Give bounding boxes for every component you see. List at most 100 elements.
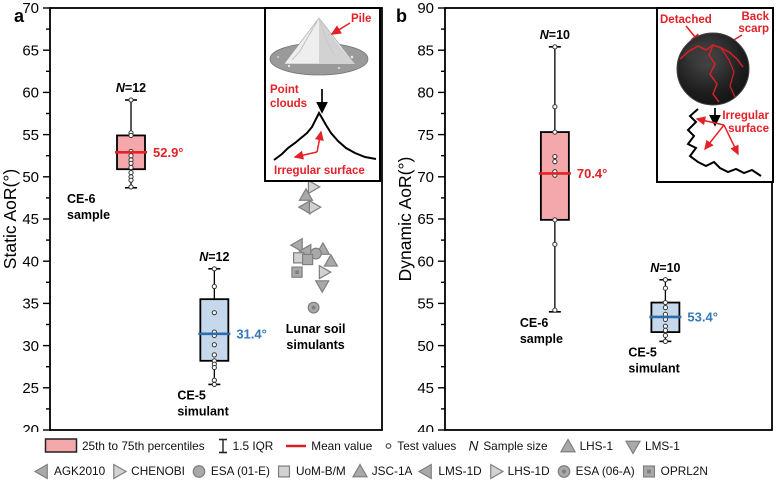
y-axis-label: Dynamic AoR(°) xyxy=(395,157,415,282)
box-ce-5-simulant: N=10 53.4° CE-5 simulant xyxy=(628,261,718,376)
test-value-point xyxy=(128,132,134,139)
legend-item-25th-to-75th-percentiles: 25th to 75th percentiles xyxy=(44,437,205,454)
scatter-group-label: Lunar soil xyxy=(286,322,346,336)
percentile-box-icon xyxy=(44,438,78,453)
box-name-label: CE-5 xyxy=(628,345,657,359)
test-value-point xyxy=(128,97,134,103)
iqr-whisker-icon xyxy=(218,438,227,453)
box-ce-6-sample: N=10 70.4° CE-6 sample xyxy=(520,28,608,346)
tri-left-symbol-icon xyxy=(34,462,48,480)
sample-size-n-icon: N xyxy=(469,438,479,453)
legend-item-jsc-1a: JSC-1A xyxy=(351,462,413,480)
mean-line-icon xyxy=(286,444,307,447)
test-value-point xyxy=(552,44,558,50)
sample-size-label: N=12 xyxy=(116,81,146,95)
legend-item-label: UoM-B/M xyxy=(295,463,346,478)
legend-item-test-values: Test values xyxy=(384,437,456,455)
test-value-point xyxy=(128,160,134,166)
y-tick-label: 70 xyxy=(417,169,434,186)
legend-item-label: LMS-1D xyxy=(438,463,482,478)
box-name-label: CE-6 xyxy=(520,316,549,330)
legend-item-uom-b-m: UoM-B/M xyxy=(276,462,346,480)
legend-item-label: 1.5 IQR xyxy=(232,438,274,453)
drum-photo xyxy=(676,32,750,106)
pile-arrow xyxy=(330,22,351,35)
y-tick-label: 85 xyxy=(417,42,434,59)
test-value-point xyxy=(662,338,668,344)
y-tick-label: 65 xyxy=(22,42,39,59)
test-value-point xyxy=(662,332,668,339)
y-tick-label: 70 xyxy=(22,0,39,17)
legend-item-1-5-iqr: 1.5 IQR xyxy=(217,437,274,455)
square-open-symbol-icon xyxy=(277,464,290,478)
tri-up-symbol-icon xyxy=(351,462,368,477)
legend-item-lms-1d: LMS-1D xyxy=(418,462,482,480)
tri-left-symbol-icon xyxy=(418,462,433,480)
legend-item-label: LMS-1 xyxy=(645,438,680,453)
legend-item-sample-size: N Sample size xyxy=(468,437,548,455)
scatter-group-label: simulants xyxy=(286,338,344,352)
test-value-point xyxy=(662,323,668,329)
y-tick-label: 45 xyxy=(22,211,39,228)
detached-label: Detached xyxy=(660,14,712,26)
test-value-point xyxy=(552,307,558,313)
irregular-surface-label-line2: surface xyxy=(728,123,769,135)
legend-row-2: AGK2010 CHENOBI ESA (01-E) UoM-B/M JSC-1A LMS… xyxy=(0,458,777,483)
pile-profile-curve xyxy=(273,110,377,161)
circle-symbol-icon xyxy=(192,464,206,478)
test-value-point xyxy=(662,305,668,311)
y-tick-label: 90 xyxy=(417,0,434,17)
test-value-point xyxy=(211,310,217,316)
sample-size-label: N=10 xyxy=(650,261,680,275)
y-tick-label: 50 xyxy=(417,338,434,355)
irregular-surface-label-line1: Irregular xyxy=(722,110,769,122)
tri-down-symbol-icon xyxy=(625,440,642,455)
mean-value-label: 31.4° xyxy=(236,326,267,341)
mean-value-label: 52.9° xyxy=(153,145,184,160)
legend-row-1: 25th to 75th percentiles 1.5 IQR Mean valu… xyxy=(0,433,777,458)
test-value-point xyxy=(552,217,558,223)
surface-arrow-1 xyxy=(293,150,318,160)
mean-value-label: 53.4° xyxy=(687,309,718,324)
surface-arrow-3 xyxy=(723,124,739,156)
legend-item-label: Test values xyxy=(397,438,457,453)
surface-arrow-2 xyxy=(314,130,324,153)
legend-item-label: Sample size xyxy=(483,438,548,453)
point-clouds-label-line2: clouds xyxy=(270,98,307,110)
legend-item-lhs-1d: LHS-1D xyxy=(488,462,550,480)
pile-label: Pile xyxy=(351,13,371,25)
pile-photo xyxy=(269,17,369,76)
legend-item-label: OPRL2N xyxy=(660,463,708,478)
test-value-point xyxy=(211,377,217,383)
test-value-point xyxy=(662,277,668,283)
irregular-surface-label: Irregular surface xyxy=(274,165,365,177)
box-name-label: sample xyxy=(67,208,110,222)
back-scarp-label-line1: Back xyxy=(742,11,770,23)
legend-item-agk2010: AGK2010 xyxy=(34,462,105,480)
test-value-point xyxy=(128,153,134,159)
panel-letter: a xyxy=(14,6,25,26)
test-value-point xyxy=(662,327,668,334)
test-value-point xyxy=(662,299,668,306)
box-name-label: CE-6 xyxy=(67,192,96,206)
legend-item-label: LHS-1 xyxy=(579,438,614,453)
y-tick-label: 65 xyxy=(417,211,434,228)
y-tick-label: 55 xyxy=(417,296,434,313)
inset-pile-method: Pile Point clouds Irregular surface xyxy=(264,7,381,182)
circle-dot-symbol-icon xyxy=(557,464,570,478)
simulant-scatter: Lunar soil simulants xyxy=(286,179,346,352)
test-value-point xyxy=(128,169,134,176)
legend-item-label: JSC-1A xyxy=(371,463,413,478)
box-ce-5-simulant: N=12 31.4° CE-5 simulant xyxy=(177,250,267,419)
square-dot-symbol-icon xyxy=(642,464,655,478)
legend-item-chenobi: CHENOBI xyxy=(111,462,185,480)
legend-item-label: ESA (06-A) xyxy=(575,463,635,478)
legend-item-lhs-1: LHS-1 xyxy=(559,437,614,455)
legend-item-esa-01-e: ESA (01-E) xyxy=(191,462,270,480)
test-value-point xyxy=(552,241,558,247)
box-name-label: simulant xyxy=(177,404,229,418)
legend-item-esa-06-a: ESA (06-A) xyxy=(556,462,635,480)
